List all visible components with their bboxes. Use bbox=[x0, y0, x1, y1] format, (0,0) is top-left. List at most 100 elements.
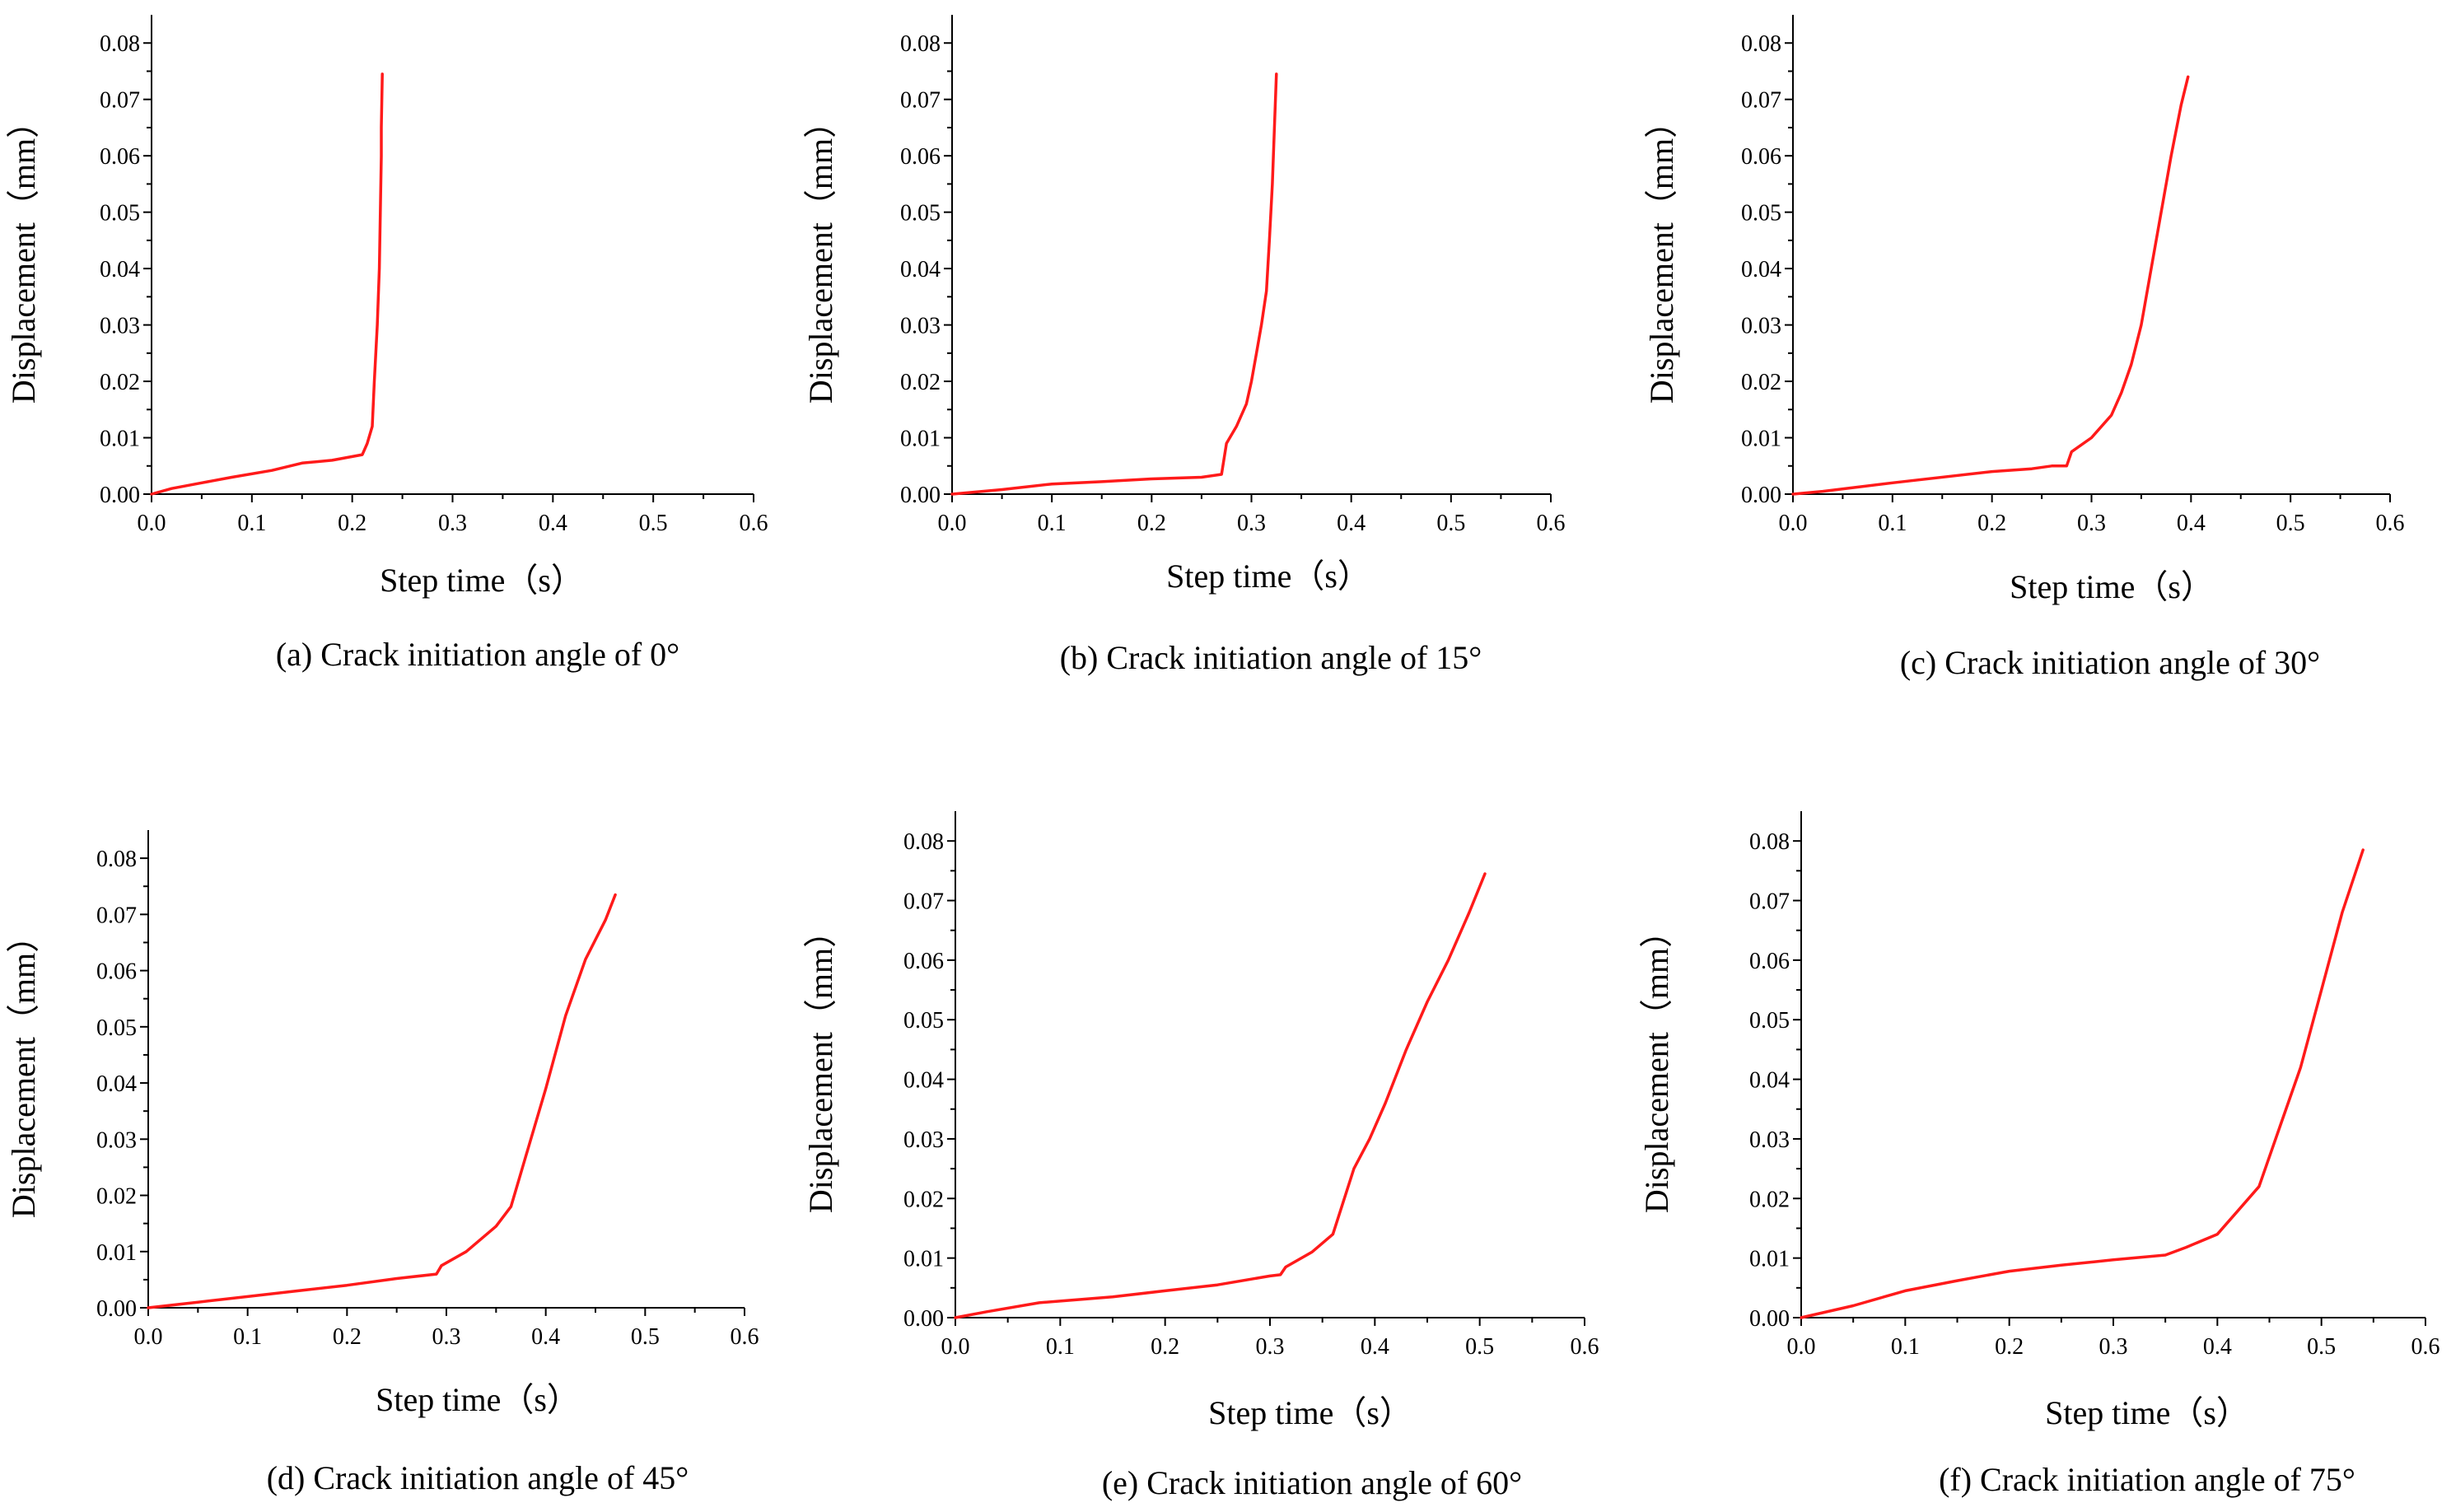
y-tick-label: 0.04 bbox=[1741, 257, 1781, 282]
y-tick-label: 0.03 bbox=[903, 1127, 944, 1153]
x-tick-label: 0.5 bbox=[1436, 511, 1465, 536]
x-tick-label: 0.6 bbox=[2376, 511, 2405, 536]
y-tick-label: 0.02 bbox=[1749, 1187, 1790, 1212]
y-tick-label: 0.03 bbox=[100, 314, 140, 339]
x-tick-label: 0.0 bbox=[138, 511, 166, 536]
y-tick-label: 0.04 bbox=[96, 1071, 137, 1097]
y-axis-title: Displacement（mm） bbox=[1643, 105, 1680, 404]
panel-caption: (b) Crack initiation angle of 15° bbox=[1060, 639, 1482, 676]
y-axis-title: Displacement（mm） bbox=[802, 915, 839, 1213]
chart-panel-5: 0.0 0.1 0.2 0.3 0.4 0.5 0.6 0.00 0.01 0.02 0.03 0.0… bbox=[802, 811, 1599, 1501]
x-tick-label: 0.0 bbox=[938, 511, 967, 536]
x-tick-label: 0.3 bbox=[1237, 511, 1266, 536]
y-tick-label: 0.01 bbox=[1749, 1247, 1790, 1272]
chart-panel-2: 0.0 0.1 0.2 0.3 0.4 0.5 0.6 0.00 0.01 0.02 0.03 0.0… bbox=[802, 15, 1566, 676]
y-tick-label: 0.00 bbox=[96, 1296, 137, 1322]
x-tick-label: 0.4 bbox=[531, 1324, 560, 1350]
y-tick-label: 0.00 bbox=[100, 483, 140, 508]
x-axis-title: Step time（s） bbox=[380, 562, 584, 599]
y-tick-label: 0.05 bbox=[900, 201, 941, 226]
x-tick-label: 0.3 bbox=[1256, 1334, 1285, 1360]
x-tick-label: 0.0 bbox=[1779, 511, 1808, 536]
y-tick-label: 0.05 bbox=[903, 1008, 944, 1034]
y-tick-label: 0.02 bbox=[900, 370, 941, 395]
y-tick-label: 0.06 bbox=[1749, 949, 1790, 974]
x-tick-label: 0.3 bbox=[2099, 1334, 2128, 1360]
x-tick-label: 0.1 bbox=[1046, 1334, 1075, 1360]
y-tick-label: 0.03 bbox=[1749, 1127, 1790, 1153]
y-axis-title: Displacement（mm） bbox=[802, 105, 839, 404]
x-tick-label: 0.2 bbox=[1151, 1334, 1179, 1360]
y-tick-label: 0.04 bbox=[1749, 1068, 1790, 1094]
panel-caption: (f) Crack initiation angle of 75° bbox=[1939, 1461, 2355, 1498]
panel-caption: (d) Crack initiation angle of 45° bbox=[267, 1459, 689, 1496]
y-tick-label: 0.07 bbox=[900, 88, 941, 114]
y-tick-label: 0.07 bbox=[100, 88, 140, 114]
chart-panel-4: 0.0 0.1 0.2 0.3 0.4 0.5 0.6 0.00 0.01 0.02 0.03 0.0… bbox=[5, 830, 759, 1496]
series-line bbox=[950, 72, 1278, 496]
y-tick-label: 0.00 bbox=[1741, 483, 1781, 508]
series-line bbox=[147, 893, 617, 1309]
y-tick-label: 0.07 bbox=[96, 903, 137, 928]
y-tick-label: 0.05 bbox=[1749, 1008, 1790, 1034]
series-line bbox=[150, 72, 384, 496]
x-axis-title: Step time（s） bbox=[1208, 1394, 1412, 1431]
chart-panel-6: 0.0 0.1 0.2 0.3 0.4 0.5 0.6 0.00 0.01 0.02 0.03 0.0… bbox=[1638, 811, 2440, 1498]
chart-panel-1: 0.0 0.1 0.2 0.3 0.4 0.5 0.6 0.00 0.01 0.02 0.03 0.0… bbox=[5, 15, 768, 673]
x-tick-label: 0.4 bbox=[1337, 511, 1366, 536]
y-tick-label: 0.07 bbox=[1741, 88, 1781, 114]
y-tick-label: 0.04 bbox=[903, 1068, 944, 1094]
x-tick-label: 0.4 bbox=[1361, 1334, 1389, 1360]
x-tick-label: 0.4 bbox=[539, 511, 567, 536]
y-tick-label: 0.03 bbox=[1741, 314, 1781, 339]
y-tick-label: 0.00 bbox=[1749, 1306, 1790, 1332]
x-tick-label: 0.6 bbox=[731, 1324, 759, 1350]
y-axis-title: Displacement（mm） bbox=[5, 105, 42, 404]
y-tick-label: 0.05 bbox=[96, 1015, 137, 1041]
y-tick-label: 0.00 bbox=[900, 483, 941, 508]
y-tick-label: 0.01 bbox=[96, 1240, 137, 1266]
x-tick-label: 0.2 bbox=[338, 511, 366, 536]
y-tick-label: 0.06 bbox=[1741, 144, 1781, 170]
x-tick-label: 0.2 bbox=[1977, 511, 2006, 536]
x-tick-label: 0.5 bbox=[1465, 1334, 1494, 1360]
x-tick-label: 0.5 bbox=[2307, 1334, 2336, 1360]
y-tick-label: 0.02 bbox=[903, 1187, 944, 1212]
y-tick-label: 0.08 bbox=[903, 829, 944, 855]
y-tick-label: 0.01 bbox=[903, 1247, 944, 1272]
y-tick-label: 0.07 bbox=[903, 889, 944, 915]
x-tick-label: 0.6 bbox=[2411, 1334, 2440, 1360]
y-tick-label: 0.02 bbox=[1741, 370, 1781, 395]
x-tick-label: 0.2 bbox=[333, 1324, 362, 1350]
x-tick-label: 0.1 bbox=[1038, 511, 1067, 536]
x-axis-title: Step time（s） bbox=[2010, 568, 2214, 605]
x-tick-label: 0.0 bbox=[134, 1324, 163, 1350]
chart-panel-3: 0.0 0.1 0.2 0.3 0.4 0.5 0.6 0.00 0.01 0.02 0.03 0.0… bbox=[1643, 15, 2405, 681]
y-tick-label: 0.06 bbox=[900, 144, 941, 170]
y-tick-label: 0.03 bbox=[900, 314, 941, 339]
x-tick-label: 0.4 bbox=[2203, 1334, 2232, 1360]
x-tick-label: 0.2 bbox=[1137, 511, 1166, 536]
y-axis-title: Displacement（mm） bbox=[5, 920, 42, 1218]
x-tick-label: 0.6 bbox=[1571, 1334, 1599, 1360]
series-line bbox=[954, 872, 1487, 1319]
x-tick-label: 0.6 bbox=[740, 511, 768, 536]
y-axis-title: Displacement（mm） bbox=[1638, 915, 1675, 1213]
y-tick-label: 0.06 bbox=[903, 949, 944, 974]
x-tick-label: 0.1 bbox=[237, 511, 266, 536]
y-tick-label: 0.08 bbox=[1749, 829, 1790, 855]
y-tick-label: 0.02 bbox=[96, 1184, 137, 1210]
series-line bbox=[1791, 75, 2190, 496]
x-tick-label: 0.3 bbox=[2077, 511, 2106, 536]
x-axis-title: Step time（s） bbox=[2045, 1394, 2249, 1431]
y-tick-label: 0.06 bbox=[100, 144, 140, 170]
panel-caption: (e) Crack initiation angle of 60° bbox=[1102, 1464, 1522, 1501]
y-tick-label: 0.01 bbox=[1741, 427, 1781, 452]
y-tick-label: 0.02 bbox=[100, 370, 140, 395]
y-tick-label: 0.06 bbox=[96, 959, 137, 985]
y-tick-label: 0.05 bbox=[1741, 201, 1781, 226]
y-tick-label: 0.08 bbox=[100, 31, 140, 57]
y-tick-label: 0.03 bbox=[96, 1127, 137, 1153]
x-tick-label: 0.1 bbox=[1891, 1334, 1920, 1360]
